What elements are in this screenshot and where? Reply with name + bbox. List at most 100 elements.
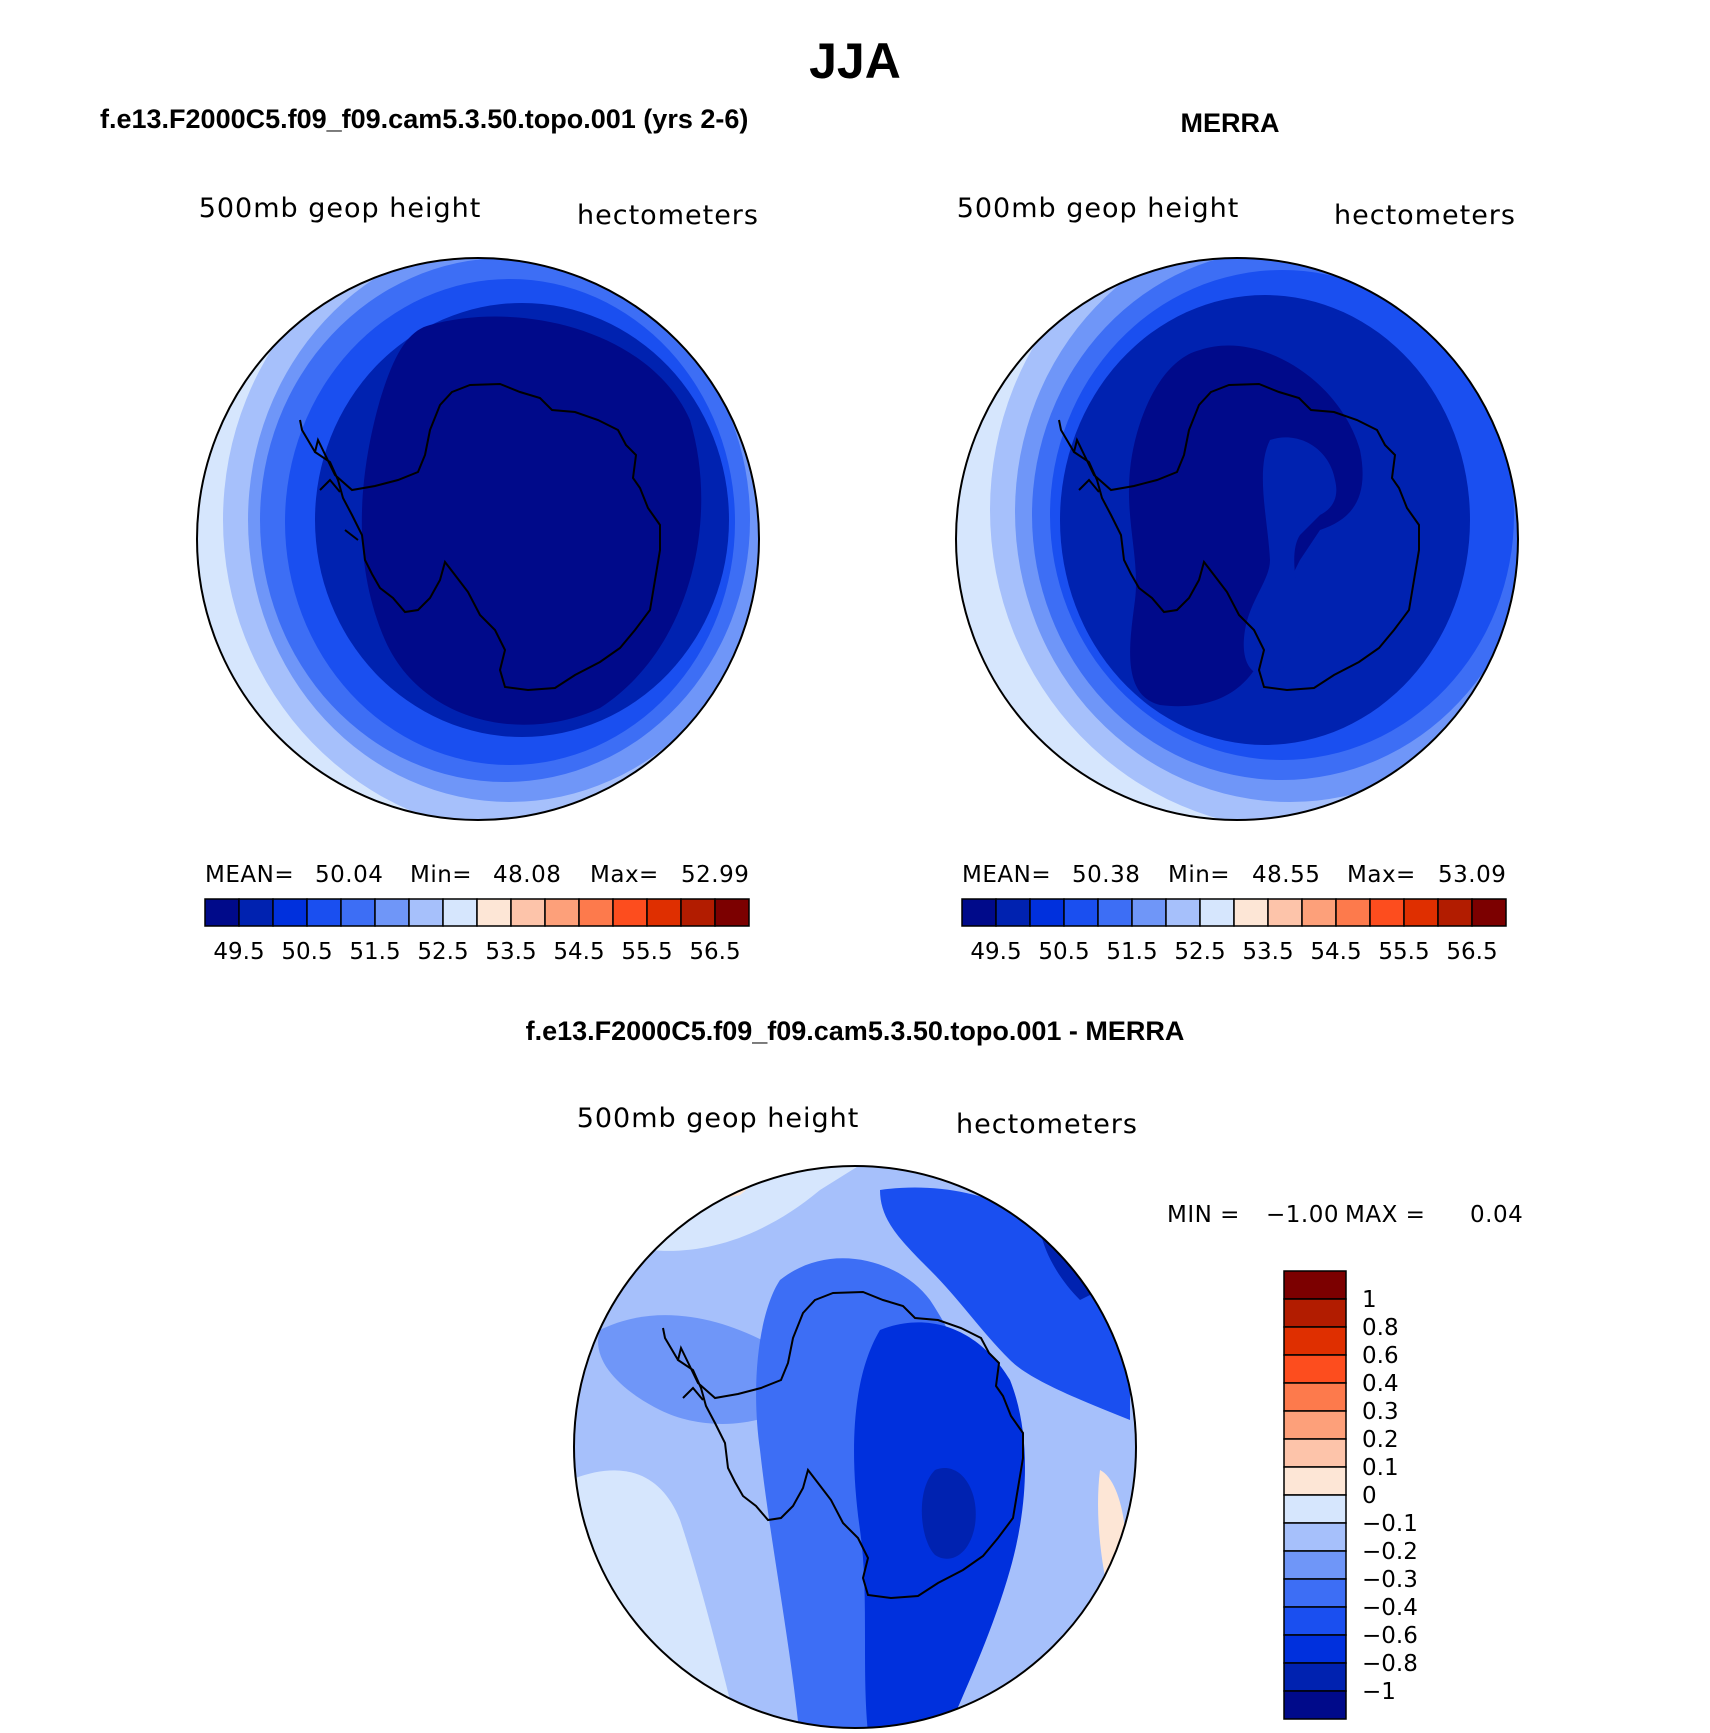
difference-bar-tick-label: −0.6 (1362, 1623, 1418, 1649)
merra-bar-color-box (961, 898, 997, 927)
merra-map-border (955, 257, 1519, 821)
merra-bar-color-box (1403, 898, 1439, 927)
model-bar-color-box (374, 898, 410, 927)
model-band-51.0 (260, 258, 750, 782)
difference-min-label: MIN = (1167, 1202, 1240, 1228)
panel-heading-merra: MERRA (1180, 108, 1280, 138)
merra-band-49.5 (1128, 345, 1363, 707)
model-band-52.5 (197, 258, 759, 820)
merra-bar-color-box (1369, 898, 1405, 927)
merra-bar-color-box (1199, 898, 1235, 927)
merra-bar-tick-label: 51.5 (1106, 939, 1157, 965)
difference-bar-tick-label: −1 (1362, 1679, 1396, 1705)
merra-bar-tick-label: 55.5 (1378, 939, 1429, 965)
difference-map-border (573, 1165, 1137, 1729)
model-bar-color-box (306, 898, 342, 927)
merra-stats: MEAN= 50.38 Min= 48.55 Max= 53.09 (962, 862, 1506, 888)
merra-band-50.0 (1060, 295, 1470, 745)
model-bar-tick-label: 56.5 (689, 939, 740, 965)
difference-label-bar: 10.80.60.40.30.20.10−0.1−0.2−0.3−0.4−0.6… (1283, 1270, 1418, 1720)
difference-bar-tick-label: 0 (1362, 1483, 1377, 1509)
model-bar-tick-label: 49.5 (213, 939, 264, 965)
model-band-51.5 (248, 258, 759, 802)
merra-bar-color-box (1437, 898, 1473, 927)
model-bar-color-box (646, 898, 682, 927)
difference-bar-color-box (1283, 1690, 1347, 1720)
difference-bar-color-box (1283, 1662, 1347, 1692)
merra-bar-tick-label: 49.5 (970, 939, 1021, 965)
merra-bar-color-box (1063, 898, 1099, 927)
merra-mean-value: 50.38 (1072, 862, 1140, 888)
difference-bar-color-box (1283, 1606, 1347, 1636)
merra-max-value: 53.09 (1438, 862, 1506, 888)
merra-bar-tick-label: 56.5 (1446, 939, 1497, 965)
merra-min-value: 48.55 (1252, 862, 1320, 888)
model-max-label: Max= (590, 862, 659, 888)
diff-region-peninsula (598, 1315, 800, 1424)
merra-bar-color-box (1097, 898, 1133, 927)
difference-bar-tick-label: −0.8 (1362, 1651, 1418, 1677)
merra-variable-label: 500mb geop height (957, 193, 1240, 224)
merra-bar-color-box (1165, 898, 1201, 927)
merra-bar-color-box (1131, 898, 1167, 927)
model-bar-color-box (578, 898, 614, 927)
model-bar-color-box (340, 898, 376, 927)
difference-bar-color-box (1283, 1326, 1347, 1356)
model-band-50.5 (285, 279, 735, 765)
model-bar-tick-label: 54.5 (553, 939, 604, 965)
model-bar-color-box (408, 898, 444, 927)
model-bar-color-box (272, 898, 308, 927)
merra-band-52.0 (990, 258, 1518, 820)
model-min-value: 48.08 (493, 862, 561, 888)
merra-min-label: Min= (1168, 862, 1230, 888)
model-bar-tick-label: 53.5 (485, 939, 536, 965)
difference-min-max: MIN = −1.00 MAX = 0.04 (1167, 1202, 1523, 1228)
difference-bar-tick-label: 0.6 (1362, 1343, 1399, 1369)
model-bar-color-box (510, 898, 546, 927)
difference-bar-color-box (1283, 1438, 1347, 1468)
difference-max-value: 0.04 (1470, 1202, 1523, 1228)
merra-label-bar: 49.5 50.5 51.5 52.5 53.5 54.5 55.5 56.5 (961, 898, 1507, 965)
model-bar-color-box (204, 898, 240, 927)
panel-heading-model: f.e13.F2000C5.f09_f09.cam5.3.50.topo.001… (100, 104, 749, 134)
model-map-border (196, 257, 760, 821)
diff-region-top-warm (680, 1178, 760, 1201)
difference-bar-color-box (1283, 1550, 1347, 1580)
difference-units-label: hectometers (956, 1109, 1138, 1140)
model-polar-map (196, 257, 760, 821)
difference-bar-tick-label: −0.2 (1362, 1539, 1418, 1565)
model-bar-color-box (714, 898, 750, 927)
model-band-52.0 (223, 258, 759, 820)
diff-region-central-plateau (921, 1468, 976, 1559)
diff-region-bg (574, 1166, 1136, 1728)
merra-bar-tick-label: 53.5 (1242, 939, 1293, 965)
model-bar-tick-label: 51.5 (349, 939, 400, 965)
model-band-50.0 (315, 303, 729, 737)
merra-mean-label: MEAN= (962, 862, 1051, 888)
merra-band-50.5 (1050, 270, 1514, 760)
merra-bar-color-box (1301, 898, 1337, 927)
model-mean-label: MEAN= (205, 862, 294, 888)
model-stats: MEAN= 50.04 Min= 48.08 Max= 52.99 (205, 862, 749, 888)
merra-bar-color-box (1335, 898, 1371, 927)
difference-bar-color-box (1283, 1354, 1347, 1384)
page-title: JJA (809, 33, 901, 89)
difference-bar-color-box (1283, 1382, 1347, 1412)
difference-heading: f.e13.F2000C5.f09_f09.cam5.3.50.topo.001… (526, 1016, 1185, 1046)
merra-band-51.0 (1032, 258, 1518, 780)
diff-region-ne-lobe (1040, 1230, 1100, 1300)
diff-region-east-antarctica (854, 1322, 1025, 1728)
difference-bar-color-box (1283, 1410, 1347, 1440)
model-max-value: 52.99 (681, 862, 749, 888)
model-label-bar: 49.5 50.5 51.5 52.5 53.5 54.5 55.5 56.5 (204, 898, 750, 965)
diff-region-east-edge (1098, 1470, 1127, 1600)
merra-bar-color-box (1267, 898, 1303, 927)
model-bar-color-box (442, 898, 478, 927)
difference-bar-tick-label: −0.3 (1362, 1567, 1418, 1593)
difference-bar-tick-label: 0.1 (1362, 1455, 1399, 1481)
model-min-label: Min= (410, 862, 472, 888)
model-bar-color-box (476, 898, 512, 927)
merra-polar-map (955, 257, 1519, 821)
merra-antarctica-coastline (1058, 382, 1420, 692)
difference-min-value: −1.00 (1266, 1202, 1339, 1228)
